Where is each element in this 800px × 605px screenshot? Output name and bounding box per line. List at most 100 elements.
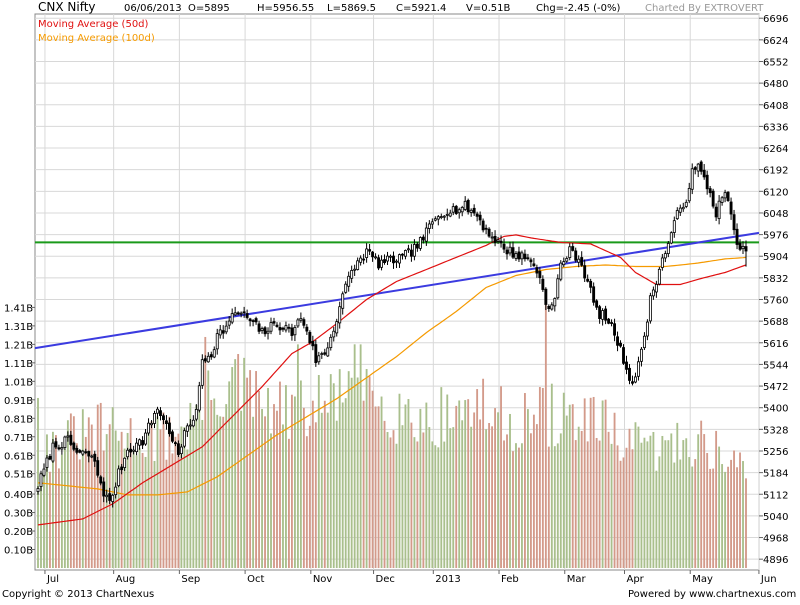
volume-bar xyxy=(428,427,431,568)
candle-body xyxy=(344,283,348,293)
volume-bar xyxy=(443,441,446,568)
volume-bar xyxy=(700,420,703,568)
month-label: Jun xyxy=(760,574,777,585)
volume-bar xyxy=(634,422,637,568)
candle-body xyxy=(744,246,748,252)
candle-body xyxy=(63,436,67,448)
volume-bar xyxy=(63,448,66,568)
candle-body xyxy=(684,201,688,207)
volume-tick-label: 0.51B xyxy=(4,470,33,481)
candle-body xyxy=(51,442,55,462)
candle-body xyxy=(639,348,643,362)
candle-body xyxy=(263,327,267,335)
volume-bar xyxy=(479,419,482,568)
volume-bar xyxy=(341,402,344,568)
volume-bar xyxy=(506,434,508,568)
volume-bar xyxy=(410,422,413,568)
month-label: Feb xyxy=(501,574,519,585)
candle-body xyxy=(203,358,207,362)
candle-body xyxy=(454,205,458,214)
volume-bar xyxy=(733,450,735,568)
volume-bar xyxy=(296,344,299,568)
volume-bar xyxy=(311,400,314,568)
ma50-line xyxy=(37,234,747,526)
candle-body xyxy=(466,199,470,213)
candle-body xyxy=(87,451,91,457)
candle-body xyxy=(129,448,133,453)
candle-body xyxy=(442,215,446,218)
candle-body xyxy=(532,263,536,267)
volume-bar xyxy=(99,402,102,568)
candle-body xyxy=(478,214,482,221)
volume-bar xyxy=(628,428,631,568)
volume-bar xyxy=(246,377,249,568)
volume-bar xyxy=(389,437,392,568)
volume-bar xyxy=(147,430,150,568)
candle-body xyxy=(275,324,279,327)
candle-body xyxy=(666,243,670,254)
volume-bar xyxy=(168,416,171,568)
volume-bar xyxy=(550,383,553,568)
volume-bar xyxy=(90,424,93,568)
candle-body xyxy=(463,200,467,210)
volume-bar xyxy=(323,400,326,568)
candle-body xyxy=(332,330,336,338)
price-tick-label: 5904 xyxy=(763,252,788,263)
volume-bar xyxy=(449,428,452,568)
volume-tick-label: 1.11B xyxy=(4,359,33,370)
volume-bar xyxy=(646,441,649,568)
volume-bar xyxy=(267,387,269,568)
volume-bar xyxy=(216,414,219,568)
volume-bar xyxy=(144,456,147,568)
candle-body xyxy=(651,289,655,297)
volume-bar xyxy=(43,474,45,568)
candle-body xyxy=(645,321,649,337)
volume-bar xyxy=(416,441,419,568)
volume-bar xyxy=(631,449,634,568)
candle-body xyxy=(141,440,145,446)
candle-body xyxy=(493,235,497,244)
volume-bar xyxy=(664,440,667,568)
volume-bar xyxy=(455,405,458,568)
candle-body xyxy=(499,240,503,244)
volume-bar xyxy=(126,432,129,568)
volume-bar xyxy=(482,378,485,568)
candle-body xyxy=(412,244,416,257)
volume-bar xyxy=(207,370,210,568)
month-label: Oct xyxy=(247,574,264,585)
candle-body xyxy=(720,197,724,203)
candle-body xyxy=(732,214,736,231)
powered-by-text: Powered by www.chartnexus.com xyxy=(628,589,796,600)
volume-bar xyxy=(401,425,404,568)
candle-body xyxy=(595,300,599,308)
candle-body xyxy=(613,323,617,336)
candle-body xyxy=(350,270,354,279)
price-tick-label: 5184 xyxy=(763,469,788,480)
candle-body xyxy=(281,327,285,330)
volume-bar xyxy=(72,416,75,568)
volume-bar xyxy=(135,455,138,568)
month-label: Apr xyxy=(626,574,644,585)
volume-bar xyxy=(676,422,679,568)
candle-body xyxy=(296,319,300,327)
volume-bar xyxy=(198,406,201,568)
volume-bar xyxy=(730,459,732,568)
volume-tick-label: 0.30B xyxy=(4,509,33,520)
month-label: Aug xyxy=(116,574,136,585)
candle-body xyxy=(206,355,210,363)
volume-bar xyxy=(52,431,54,568)
candle-body xyxy=(738,242,742,250)
volume-tick-label: 1.21B xyxy=(4,340,33,351)
candle-body xyxy=(165,420,168,424)
candle-body xyxy=(433,218,437,221)
volume-bar xyxy=(637,426,640,568)
price-tick-label: 5544 xyxy=(763,360,788,371)
legend-ma50: Moving Average (50d) xyxy=(38,19,149,30)
candle-body xyxy=(245,313,249,318)
candle-body xyxy=(353,268,357,271)
volume-bar xyxy=(186,449,189,568)
price-tick-label: 5472 xyxy=(763,382,788,393)
trendline xyxy=(34,231,760,350)
volume-bar xyxy=(371,390,374,568)
price-tick-label: 5112 xyxy=(763,490,788,501)
